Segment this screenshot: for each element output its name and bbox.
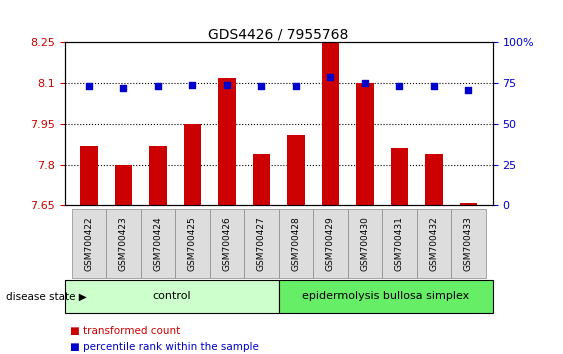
Bar xyxy=(391,148,408,205)
Point xyxy=(360,80,369,86)
Text: epidermolysis bullosa simplex: epidermolysis bullosa simplex xyxy=(302,291,470,302)
Bar xyxy=(253,154,270,205)
Bar xyxy=(106,209,141,278)
Bar xyxy=(313,209,348,278)
Text: GSM700429: GSM700429 xyxy=(326,216,335,271)
Text: GSM700428: GSM700428 xyxy=(292,216,301,271)
Text: ■ transformed count: ■ transformed count xyxy=(70,326,181,336)
Bar xyxy=(417,209,451,278)
Bar xyxy=(348,209,382,278)
Text: control: control xyxy=(153,291,191,302)
Bar xyxy=(184,124,201,205)
Text: GSM700425: GSM700425 xyxy=(188,216,197,271)
Text: GSM700422: GSM700422 xyxy=(84,216,93,271)
Bar xyxy=(115,165,132,205)
Point xyxy=(84,84,93,89)
Title: GDS4426 / 7955768: GDS4426 / 7955768 xyxy=(208,27,349,41)
Bar xyxy=(175,209,209,278)
Point xyxy=(119,85,128,91)
Bar xyxy=(279,209,313,278)
Text: GSM700433: GSM700433 xyxy=(464,216,473,271)
Bar xyxy=(149,145,167,205)
Bar xyxy=(72,209,106,278)
Point xyxy=(430,84,439,89)
Point xyxy=(188,82,197,88)
Bar xyxy=(460,202,477,205)
Text: GSM700427: GSM700427 xyxy=(257,216,266,271)
Point xyxy=(395,84,404,89)
Bar xyxy=(451,209,486,278)
Bar xyxy=(81,145,97,205)
Bar xyxy=(209,209,244,278)
Bar xyxy=(425,154,443,205)
Point xyxy=(153,84,162,89)
Bar xyxy=(65,280,279,313)
Bar xyxy=(141,209,175,278)
Bar xyxy=(356,83,374,205)
Text: GSM700430: GSM700430 xyxy=(360,216,369,271)
Bar xyxy=(218,78,235,205)
Text: GSM700426: GSM700426 xyxy=(222,216,231,271)
Point xyxy=(292,84,301,89)
Text: GSM700432: GSM700432 xyxy=(430,216,439,271)
Point xyxy=(326,74,335,80)
Bar xyxy=(279,280,493,313)
Point xyxy=(222,82,231,88)
Bar xyxy=(287,135,305,205)
Text: ■ percentile rank within the sample: ■ percentile rank within the sample xyxy=(70,342,259,352)
Point xyxy=(257,84,266,89)
Point xyxy=(464,87,473,92)
Bar xyxy=(322,42,339,205)
Text: GSM700431: GSM700431 xyxy=(395,216,404,271)
Bar xyxy=(244,209,279,278)
Bar xyxy=(382,209,417,278)
Text: disease state ▶: disease state ▶ xyxy=(6,291,86,302)
Text: GSM700424: GSM700424 xyxy=(153,216,162,271)
Text: GSM700423: GSM700423 xyxy=(119,216,128,271)
